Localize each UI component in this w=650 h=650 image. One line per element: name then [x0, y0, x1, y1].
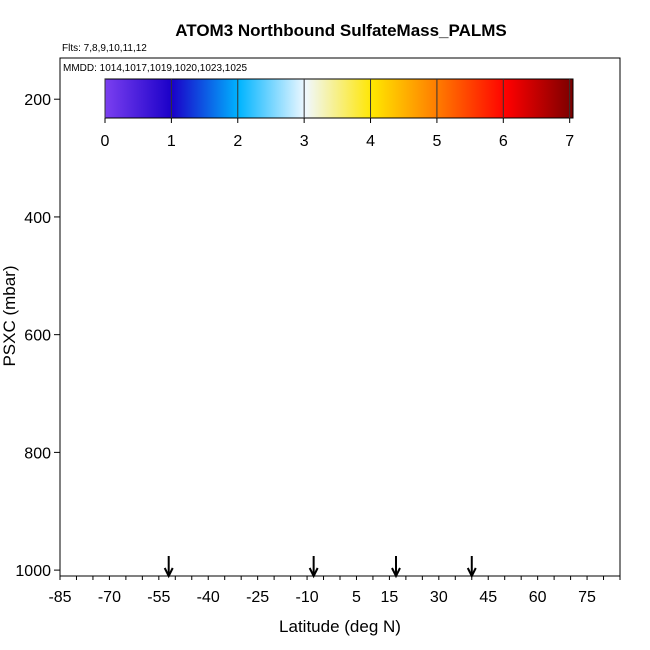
plot-frame [59, 57, 621, 577]
chart-title: ATOM3 Northbound SulfateMass_PALMS [175, 21, 507, 40]
flights-subtitle: Flts: 7,8,9,10,11,12 [62, 43, 147, 54]
dates-subtitle: MMDD: 1014,1017,1019,1020,1023,1025 [63, 63, 247, 74]
